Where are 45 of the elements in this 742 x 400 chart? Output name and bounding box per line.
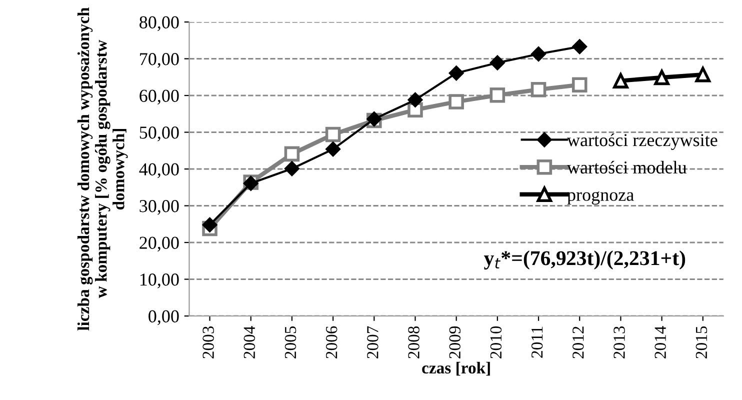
y-tick-label: 60,00 xyxy=(140,90,179,105)
point xyxy=(490,56,505,70)
point xyxy=(654,70,670,86)
legend-label: prognoza xyxy=(567,191,634,205)
point xyxy=(449,66,464,80)
point xyxy=(325,126,341,142)
point xyxy=(572,77,588,92)
point xyxy=(490,87,506,103)
y-tick-label: 80,00 xyxy=(140,16,179,32)
x-tick-label: 2005 xyxy=(284,326,296,358)
x-tick-label: 2013 xyxy=(614,326,625,358)
x-tick-label: 2009 xyxy=(449,326,460,358)
x-axis-title: czas [rok] xyxy=(422,362,490,376)
point xyxy=(530,82,546,98)
y-tick-label: 30,00 xyxy=(140,200,179,215)
x-tick-label: 2004 xyxy=(244,326,256,358)
y-tick-label: 50,00 xyxy=(140,126,179,142)
x-tick-label: 2011 xyxy=(531,326,543,358)
point xyxy=(613,73,628,88)
x-tick-label: 2010 xyxy=(490,326,502,358)
x-tick-label: 2008 xyxy=(408,326,420,358)
y-tick-label: 10,00 xyxy=(140,274,179,288)
point xyxy=(572,39,587,54)
annotation: y$_{t}$*=(76,923t)/(2,231+t) xyxy=(484,250,686,270)
y-tick-label: 0,00 xyxy=(148,310,179,326)
y-tick-label: 20,00 xyxy=(140,236,179,252)
point xyxy=(326,142,340,156)
legend-label: wartości modelu xyxy=(567,160,687,174)
x-tick-label: 2006 xyxy=(326,326,338,358)
x-tick-label: 2012 xyxy=(572,326,584,358)
point xyxy=(531,46,546,62)
y-tick-label: 70,00 xyxy=(140,53,179,68)
point xyxy=(284,161,300,176)
point xyxy=(448,94,464,110)
x-tick-label: 2015 xyxy=(696,326,708,358)
x-tick-label: 2007 xyxy=(367,326,378,358)
x-tick-label: 2014 xyxy=(654,326,666,358)
y-axis-title: liczba gospodarstw domowych wyposażonych w komputery [% ogółu gospodarstw domowych] xyxy=(77,7,128,330)
point xyxy=(695,66,711,82)
legend-label: wartości rzeczywsite xyxy=(567,133,718,150)
point xyxy=(284,146,300,162)
x-tick-label: 2003 xyxy=(202,326,214,358)
y-tick-label: 40,00 xyxy=(139,163,179,178)
point xyxy=(408,92,423,108)
point xyxy=(202,218,218,232)
